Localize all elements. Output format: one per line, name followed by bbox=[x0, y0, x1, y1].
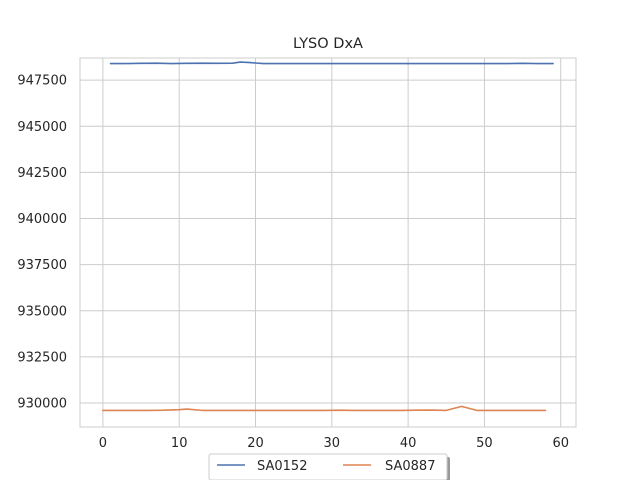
x-tick-label: 50 bbox=[476, 436, 493, 451]
x-axis-ticks: 0 10 20 30 40 50 60 bbox=[99, 436, 569, 451]
legend-label-sa0152: SA0152 bbox=[257, 459, 307, 474]
x-tick-label: 60 bbox=[552, 436, 569, 451]
x-tick-label: 30 bbox=[324, 436, 341, 451]
y-tick-label: 937500 bbox=[17, 258, 67, 273]
series-layer bbox=[102, 61, 554, 412]
y-tick-label: 935000 bbox=[17, 304, 67, 319]
y-tick-label: 930000 bbox=[17, 397, 67, 412]
plot-area-frame bbox=[79, 57, 577, 428]
x-tick-label: 20 bbox=[247, 436, 264, 451]
series-line-sa0887 bbox=[102, 405, 547, 412]
y-tick-label: 940000 bbox=[17, 212, 67, 227]
series-line-sa0152 bbox=[109, 61, 554, 65]
y-tick-label: 945000 bbox=[17, 120, 67, 135]
y-tick-label: 942500 bbox=[17, 166, 67, 181]
grid-lines bbox=[80, 58, 576, 427]
legend: SA0152 SA0887 bbox=[208, 453, 450, 480]
chart-title: LYSO DxA bbox=[293, 36, 363, 52]
y-axis-ticks: 930000 932500 935000 937500 940000 942500 9450… bbox=[17, 74, 67, 412]
x-tick-label: 10 bbox=[171, 436, 188, 451]
y-tick-label: 932500 bbox=[17, 350, 67, 365]
y-tick-label: 947500 bbox=[17, 74, 67, 89]
x-tick-label: 0 bbox=[99, 436, 107, 451]
x-tick-label: 40 bbox=[400, 436, 417, 451]
legend-label-sa0887: SA0887 bbox=[385, 459, 435, 474]
legend-box bbox=[208, 453, 448, 480]
